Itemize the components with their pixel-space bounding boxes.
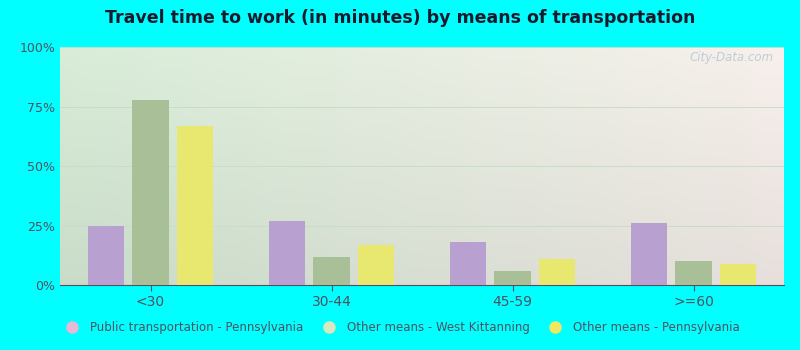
Text: City-Data.com: City-Data.com <box>689 51 773 64</box>
Bar <box>450 243 486 285</box>
Bar <box>494 271 530 285</box>
Bar <box>133 100 169 285</box>
Bar <box>269 221 306 285</box>
Bar <box>720 264 756 285</box>
Bar <box>177 126 213 285</box>
Bar <box>358 245 394 285</box>
Legend: Public transportation - Pennsylvania, Other means - West Kittanning, Other means: Public transportation - Pennsylvania, Ot… <box>55 316 745 339</box>
Bar <box>631 223 667 285</box>
Bar <box>538 259 575 285</box>
Text: Travel time to work (in minutes) by means of transportation: Travel time to work (in minutes) by mean… <box>105 9 695 27</box>
Bar <box>88 226 124 285</box>
Bar <box>314 257 350 285</box>
Bar <box>675 261 712 285</box>
